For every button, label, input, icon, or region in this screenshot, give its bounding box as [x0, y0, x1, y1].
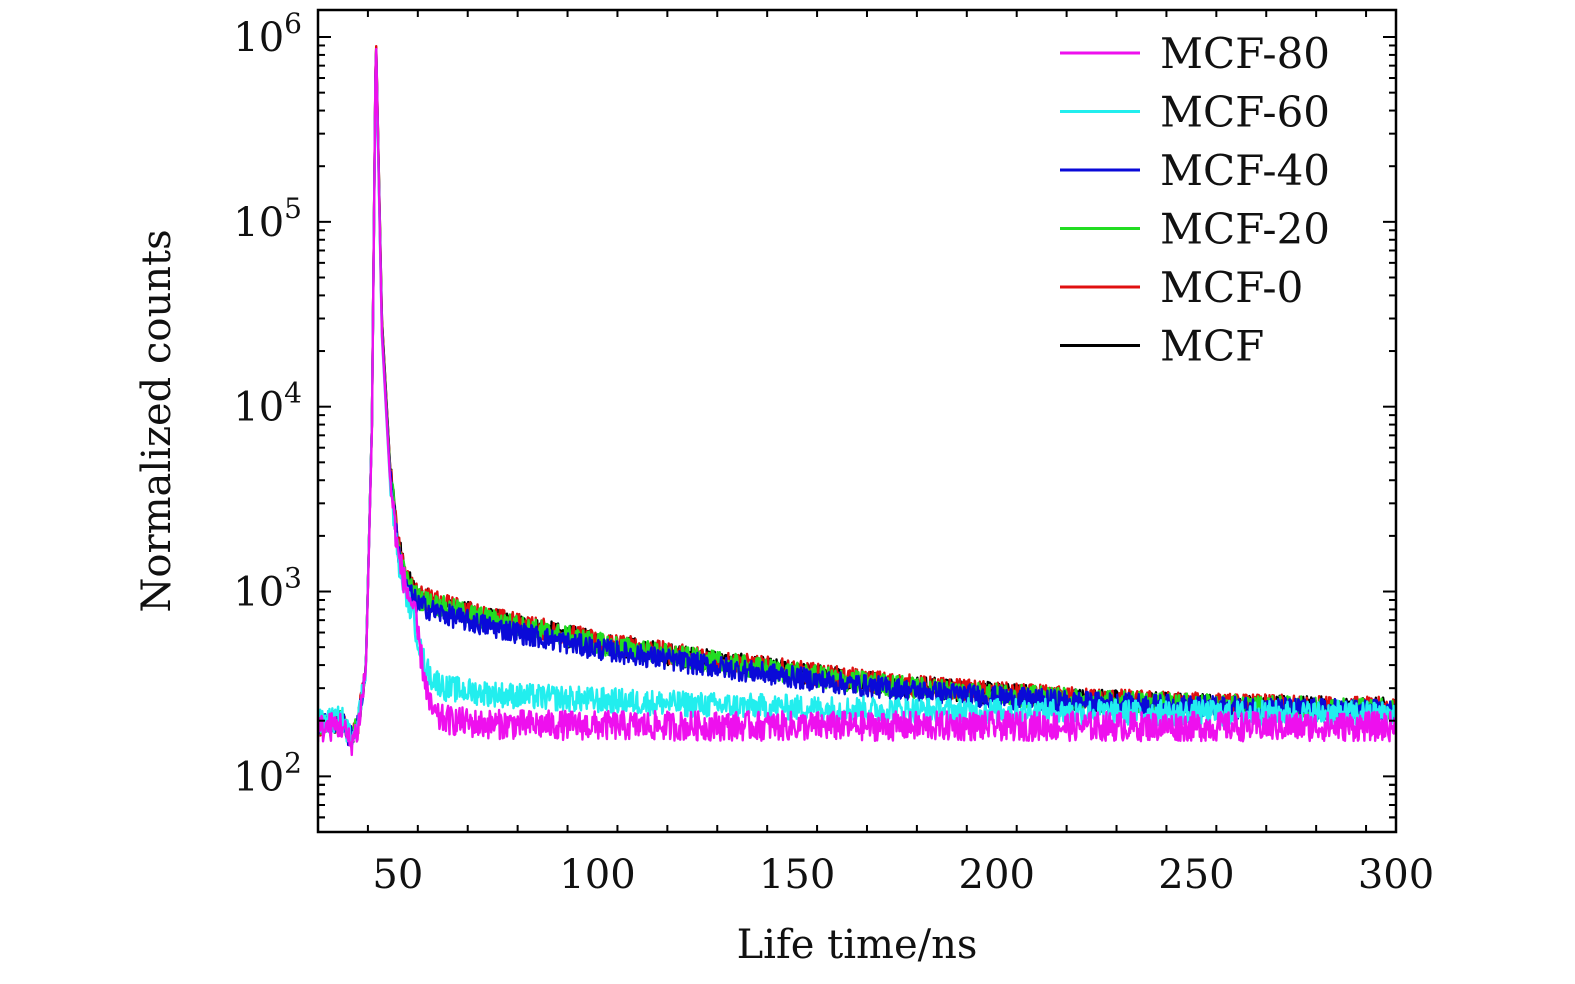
y-tick-label: 106 [233, 7, 302, 61]
x-tick-label: 50 [372, 852, 423, 898]
plot-frame [316, 8, 1398, 834]
legend-label-mcf-0: MCF-0 [1160, 263, 1303, 312]
legend: MCF-80 MCF-60 MCF-40 MCF-20 MCF-0 MCF [1060, 29, 1330, 371]
series-line-mcf-80 [318, 47, 1396, 757]
y-tick-exponent: 3 [284, 562, 302, 595]
x-tick-label: 100 [559, 852, 635, 898]
y-tick-base: 10 [233, 200, 284, 246]
y-tick-label: 103 [233, 562, 302, 616]
y-tick-exponent: 4 [284, 377, 302, 410]
y-tick-base: 10 [233, 385, 284, 431]
x-axis-title: Life time/ns [737, 922, 978, 968]
y-tick-exponent: 6 [284, 7, 302, 40]
y-tick-exponent: 5 [284, 192, 302, 225]
x-tick-label: 250 [1158, 852, 1234, 898]
series-line-mcf-60 [318, 59, 1396, 748]
x-tick-label: 150 [759, 852, 835, 898]
y-tick-base: 10 [233, 570, 284, 616]
legend-label-mcf-80: MCF-80 [1160, 29, 1330, 78]
y-tick-label: 104 [233, 377, 302, 431]
x-tick-label: 200 [959, 852, 1035, 898]
y-tick-exponent: 2 [284, 746, 302, 779]
y-tick-base: 10 [233, 754, 284, 800]
legend-label-mcf-60: MCF-60 [1160, 88, 1330, 137]
legend-label-mcf-20: MCF-20 [1160, 205, 1330, 254]
series-layer [318, 44, 1396, 757]
y-tick-label: 105 [233, 192, 302, 246]
x-tick-label: 300 [1358, 852, 1434, 898]
y-tick-label: 102 [233, 746, 302, 800]
x-axis: 50 100 150 200 250 300 [317, 10, 1434, 898]
y-axis-title: Normalized counts [134, 229, 180, 612]
legend-label-mcf-40: MCF-40 [1160, 146, 1330, 195]
legend-label-mcf: MCF [1160, 322, 1264, 371]
y-tick-base: 10 [233, 15, 284, 61]
